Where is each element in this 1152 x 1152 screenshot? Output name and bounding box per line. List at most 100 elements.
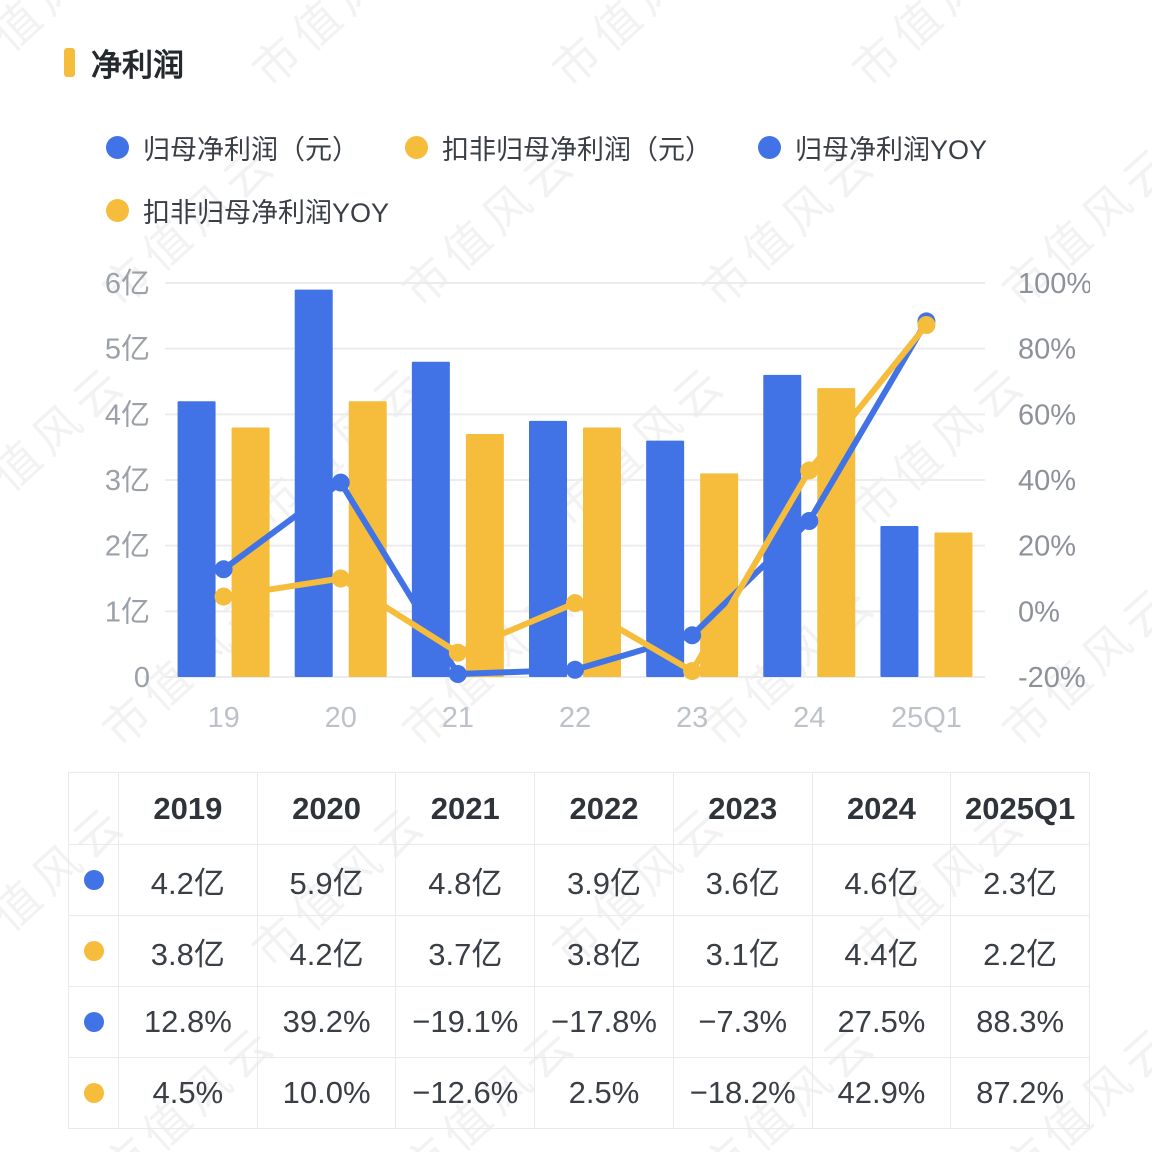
section-title-row: 净利润 bbox=[64, 40, 184, 85]
bar-guimu-21 bbox=[411, 361, 450, 677]
table-value-cell: −18.2% bbox=[672, 1057, 812, 1128]
table-value-cell: 87.2% bbox=[950, 1057, 1089, 1128]
legend-item[interactable]: 归母净利润YOY bbox=[758, 128, 987, 167]
table-value-cell: 12.8% bbox=[118, 986, 257, 1057]
y-axis-tick-right: 80% bbox=[1018, 334, 1076, 366]
bar-koufei-23 bbox=[700, 473, 739, 677]
bar-koufei-24 bbox=[817, 388, 856, 677]
table-value-cell: 39.2% bbox=[256, 986, 396, 1057]
table-value-cell: 4.8亿 bbox=[395, 844, 535, 915]
table-value-cell: 3.9亿 bbox=[534, 844, 673, 915]
table-year-header: 2022 bbox=[534, 772, 673, 844]
bar-koufei-21 bbox=[465, 434, 504, 677]
x-axis-tick: 25Q1 bbox=[891, 702, 962, 734]
net-profit-combo-chart: 6亿 100% 5亿 80% 4亿 60% 3亿 40% 2亿 20% 1亿 0% 0 -20% 19 20 2… bbox=[105, 267, 1092, 734]
table-series-dot-cell bbox=[68, 1057, 118, 1128]
point-guimu-yoy-20 bbox=[331, 473, 350, 492]
point-koufei-yoy-23 bbox=[683, 662, 702, 681]
series-dot-icon bbox=[83, 941, 104, 961]
title-accent-bar bbox=[64, 48, 75, 77]
legend-item[interactable]: 扣非归母净利润YOY bbox=[106, 191, 389, 230]
y-axis-tick-left: 5亿 bbox=[105, 333, 150, 366]
point-guimu-yoy-23 bbox=[683, 626, 702, 645]
y-axis-tick-right: 40% bbox=[1018, 465, 1076, 497]
legend-dot-icon bbox=[106, 199, 129, 222]
y-axis-tick-left: 0 bbox=[134, 662, 150, 694]
y-axis-tick-left: 3亿 bbox=[105, 464, 150, 497]
legend-label: 归母净利润（元） bbox=[143, 135, 359, 165]
point-koufei-yoy-22 bbox=[566, 594, 584, 613]
point-koufei-yoy-20 bbox=[331, 569, 350, 588]
table-value-cell: 2.3亿 bbox=[950, 844, 1089, 915]
bar-guimu-25Q1 bbox=[880, 525, 919, 677]
table-value-cell: 42.9% bbox=[811, 1057, 951, 1128]
x-axis-tick: 22 bbox=[559, 702, 591, 734]
y-axis-tick-right: 0% bbox=[1018, 596, 1060, 628]
x-axis-tick: 21 bbox=[442, 702, 474, 734]
table-year-header: 2020 bbox=[256, 772, 396, 844]
table-series-dot-cell bbox=[68, 844, 118, 915]
table-value-cell: 4.4亿 bbox=[811, 915, 951, 986]
legend-label: 归母净利润YOY bbox=[795, 135, 988, 165]
table-year-header: 2025Q1 bbox=[950, 772, 1089, 844]
legend-label: 扣非归母净利润（元） bbox=[442, 135, 712, 165]
table-value-cell: 2.5% bbox=[534, 1057, 673, 1128]
legend-row: 扣非归母净利润YOY bbox=[106, 191, 1046, 230]
table-year-header: 2021 bbox=[395, 772, 535, 844]
bar-guimu-22 bbox=[529, 420, 567, 677]
point-koufei-yoy-24 bbox=[800, 461, 819, 480]
bar-guimu-23 bbox=[646, 440, 685, 677]
bar-koufei-25Q1 bbox=[934, 532, 973, 677]
table-series-dot-cell bbox=[68, 915, 118, 986]
legend-dot-icon bbox=[758, 136, 781, 159]
legend-label: 扣非归母净利润YOY bbox=[143, 198, 390, 228]
table-year-header: 2024 bbox=[811, 772, 951, 844]
y-axis-tick-right: 60% bbox=[1018, 399, 1076, 431]
legend-item[interactable]: 归母净利润（元） bbox=[106, 128, 359, 167]
x-axis-tick: 19 bbox=[207, 702, 239, 734]
chart-legend: 归母净利润（元） 扣非归母净利润（元） 归母净利润YOY 扣非归母净利润YOY bbox=[106, 128, 1046, 254]
table-value-cell: −12.6% bbox=[395, 1057, 535, 1128]
table-value-cell: 3.7亿 bbox=[395, 915, 535, 986]
y-axis-tick-right: 20% bbox=[1018, 531, 1076, 563]
y-axis-tick-left: 6亿 bbox=[105, 267, 150, 300]
point-guimu-yoy-22 bbox=[566, 660, 584, 679]
table-value-cell: 4.5% bbox=[118, 1057, 257, 1128]
bar-guimu-19 bbox=[177, 401, 216, 677]
y-axis-tick-left: 4亿 bbox=[105, 398, 150, 431]
point-guimu-yoy-21 bbox=[448, 665, 467, 683]
table-value-cell: 5.9亿 bbox=[256, 844, 396, 915]
page-title: 净利润 bbox=[91, 48, 184, 83]
legend-item[interactable]: 扣非归母净利润（元） bbox=[405, 128, 712, 167]
table-value-cell: −7.3% bbox=[672, 986, 812, 1057]
y-axis-tick-right: 100% bbox=[1018, 268, 1090, 300]
table-year-header: 2019 bbox=[118, 772, 257, 844]
chart-area: 6亿 100% 5亿 80% 4亿 60% 3亿 40% 2亿 20% 1亿 0% 0 -20% 19 20 2… bbox=[70, 255, 1092, 765]
legend-row: 归母净利润（元） 扣非归母净利润（元） 归母净利润YOY bbox=[106, 128, 1046, 167]
y-axis-tick-left: 1亿 bbox=[105, 595, 150, 628]
table-value-cell: −19.1% bbox=[395, 986, 535, 1057]
point-koufei-yoy-25Q1 bbox=[917, 316, 936, 334]
x-axis-tick: 23 bbox=[676, 702, 708, 734]
y-axis-tick-left: 2亿 bbox=[105, 530, 150, 563]
table-value-cell: 4.2亿 bbox=[118, 844, 257, 915]
table-year-header: 2023 bbox=[672, 772, 812, 844]
bar-guimu-24 bbox=[763, 374, 802, 677]
table-value-cell: 10.0% bbox=[256, 1057, 396, 1128]
legend-dot-icon bbox=[106, 136, 129, 159]
bar-koufei-22 bbox=[583, 427, 621, 677]
table-value-cell: 4.2亿 bbox=[256, 915, 396, 986]
series-dot-icon bbox=[83, 1012, 104, 1032]
legend-dot-icon bbox=[405, 136, 428, 159]
table-corner-cell bbox=[68, 772, 118, 844]
table-value-cell: −17.8% bbox=[534, 986, 673, 1057]
table-value-cell: 3.6亿 bbox=[672, 844, 812, 915]
y-axis-tick-right: -20% bbox=[1018, 662, 1086, 694]
table-series-dot-cell bbox=[68, 986, 118, 1057]
table-value-cell: 2.2亿 bbox=[950, 915, 1089, 986]
series-dot-icon bbox=[83, 1083, 104, 1103]
net-profit-table: 2019 2020 2021 2022 2023 2024 2025Q1 4.2亿 5.9亿 4.… bbox=[68, 772, 1090, 1129]
point-koufei-yoy-21 bbox=[448, 643, 467, 662]
table-value-cell: 88.3% bbox=[950, 986, 1089, 1057]
